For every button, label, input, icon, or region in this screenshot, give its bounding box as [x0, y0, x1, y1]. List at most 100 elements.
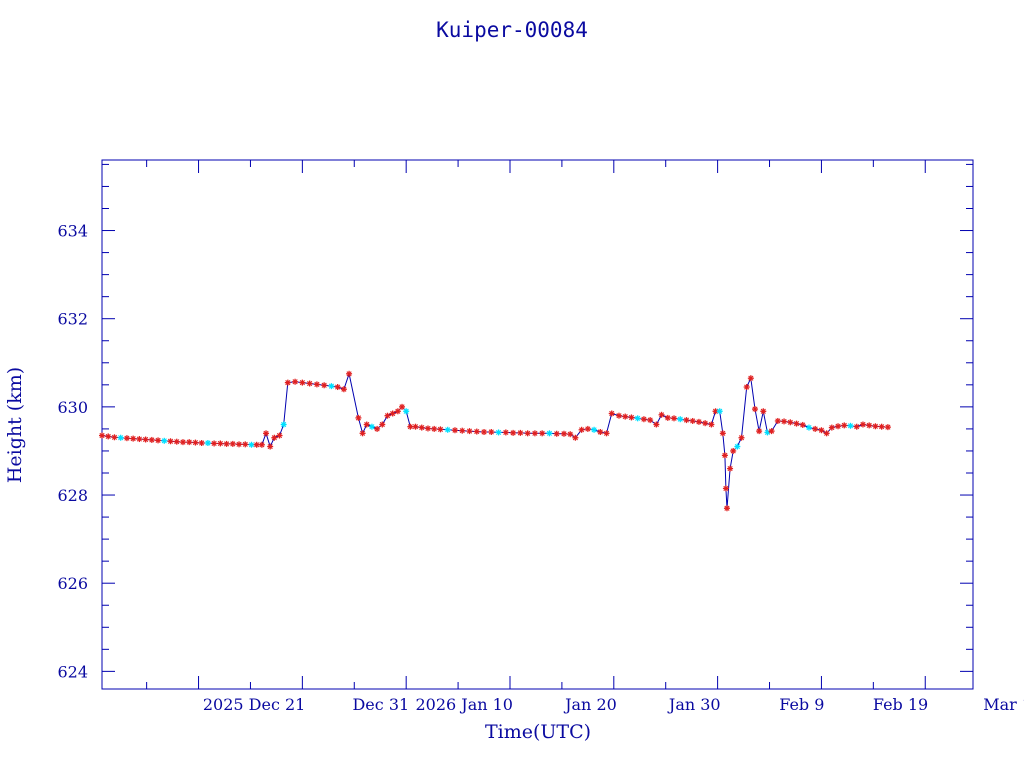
- data-point: [567, 431, 574, 438]
- data-point: [768, 428, 775, 435]
- data-point: [756, 428, 763, 435]
- data-point: [721, 452, 728, 459]
- data-point: [615, 412, 622, 419]
- data-point: [539, 430, 546, 437]
- data-point: [805, 424, 812, 431]
- x-tick-labels: 2025 Dec 21 Dec 31 2026 Jan 10 Jan 20 Jan 30…: [203, 695, 1024, 714]
- data-point: [578, 426, 585, 433]
- data-point: [853, 423, 860, 430]
- y-tick-labels: 624 626 628 630 632 634: [57, 222, 88, 682]
- data-point: [751, 406, 758, 413]
- y-tick-label: 630: [57, 398, 88, 417]
- data-points: [99, 370, 891, 512]
- data-point: [488, 428, 495, 435]
- data-point: [683, 417, 690, 424]
- y-tick-label: 628: [57, 486, 88, 505]
- chart-title: Kuiper-00084: [436, 18, 588, 42]
- data-point: [136, 436, 143, 443]
- data-point: [727, 465, 734, 472]
- x-tick-label: 2026 Jan 10: [415, 695, 513, 714]
- data-point: [223, 440, 230, 447]
- data-point: [328, 383, 335, 390]
- data-point: [192, 439, 199, 446]
- data-point: [412, 423, 419, 430]
- data-point: [799, 421, 806, 428]
- data-point: [236, 441, 243, 448]
- data-point: [186, 439, 193, 446]
- data-point: [524, 430, 531, 437]
- x-tick-label: Feb 9: [779, 695, 824, 714]
- data-point: [628, 414, 635, 421]
- data-point: [495, 429, 502, 436]
- data-point: [368, 423, 375, 430]
- axis-ticks: [102, 160, 973, 689]
- data-point: [723, 505, 730, 512]
- data-point: [841, 422, 848, 429]
- data-point: [346, 370, 353, 377]
- data-point: [473, 428, 480, 435]
- data-point: [394, 408, 401, 415]
- data-point: [622, 413, 629, 420]
- x-tick-label: 2025 Dec 21: [203, 695, 306, 714]
- data-point: [167, 438, 174, 445]
- data-point: [263, 430, 270, 437]
- data-point: [517, 429, 524, 436]
- data-point: [148, 436, 155, 443]
- data-point: [658, 411, 665, 418]
- data-point: [603, 430, 610, 437]
- data-point: [431, 425, 438, 432]
- data-point: [781, 418, 788, 425]
- data-point: [835, 423, 842, 430]
- data-point: [653, 421, 660, 428]
- plot-frame: [101, 159, 974, 690]
- data-point: [99, 432, 105, 439]
- data-point: [123, 435, 130, 442]
- data-point: [340, 386, 347, 393]
- data-point: [466, 428, 473, 435]
- data-point: [572, 434, 579, 441]
- data-point: [584, 425, 591, 432]
- data-point: [510, 429, 517, 436]
- data-point: [760, 408, 767, 415]
- data-point: [299, 379, 306, 386]
- data-point: [292, 378, 299, 385]
- data-point: [321, 382, 328, 389]
- x-tick-label: Jan 30: [667, 695, 721, 714]
- x-tick-label: Mar 1: [983, 695, 1024, 714]
- data-point: [280, 421, 287, 428]
- data-point: [424, 425, 431, 432]
- y-tick-label: 624: [57, 662, 88, 681]
- data-point: [553, 430, 560, 437]
- data-point: [242, 441, 249, 448]
- data-point: [738, 434, 745, 441]
- data-point: [847, 422, 854, 429]
- data-point: [284, 379, 291, 386]
- data-point: [560, 430, 567, 437]
- data-point: [634, 415, 641, 422]
- data-point: [695, 418, 702, 425]
- data-point: [399, 403, 406, 410]
- data-point: [866, 422, 873, 429]
- data-point: [161, 437, 168, 444]
- y-tick-label: 626: [57, 574, 88, 593]
- data-point: [267, 443, 274, 450]
- data-point: [334, 384, 341, 391]
- data-point: [689, 417, 696, 424]
- data-point: [597, 428, 604, 435]
- data-point: [859, 421, 866, 428]
- data-point: [716, 408, 723, 415]
- data-point: [229, 440, 236, 447]
- y-tick-label: 632: [57, 310, 88, 329]
- y-tick-label: 634: [57, 222, 88, 241]
- data-point: [130, 435, 137, 442]
- data-point: [722, 485, 729, 492]
- data-point: [155, 437, 162, 444]
- data-point: [647, 417, 654, 424]
- data-point: [591, 426, 598, 433]
- x-tick-label: Feb 19: [873, 695, 928, 714]
- data-point: [276, 432, 283, 439]
- data-point: [734, 443, 741, 450]
- data-point: [444, 426, 451, 433]
- data-point: [872, 423, 879, 430]
- data-point: [384, 412, 391, 419]
